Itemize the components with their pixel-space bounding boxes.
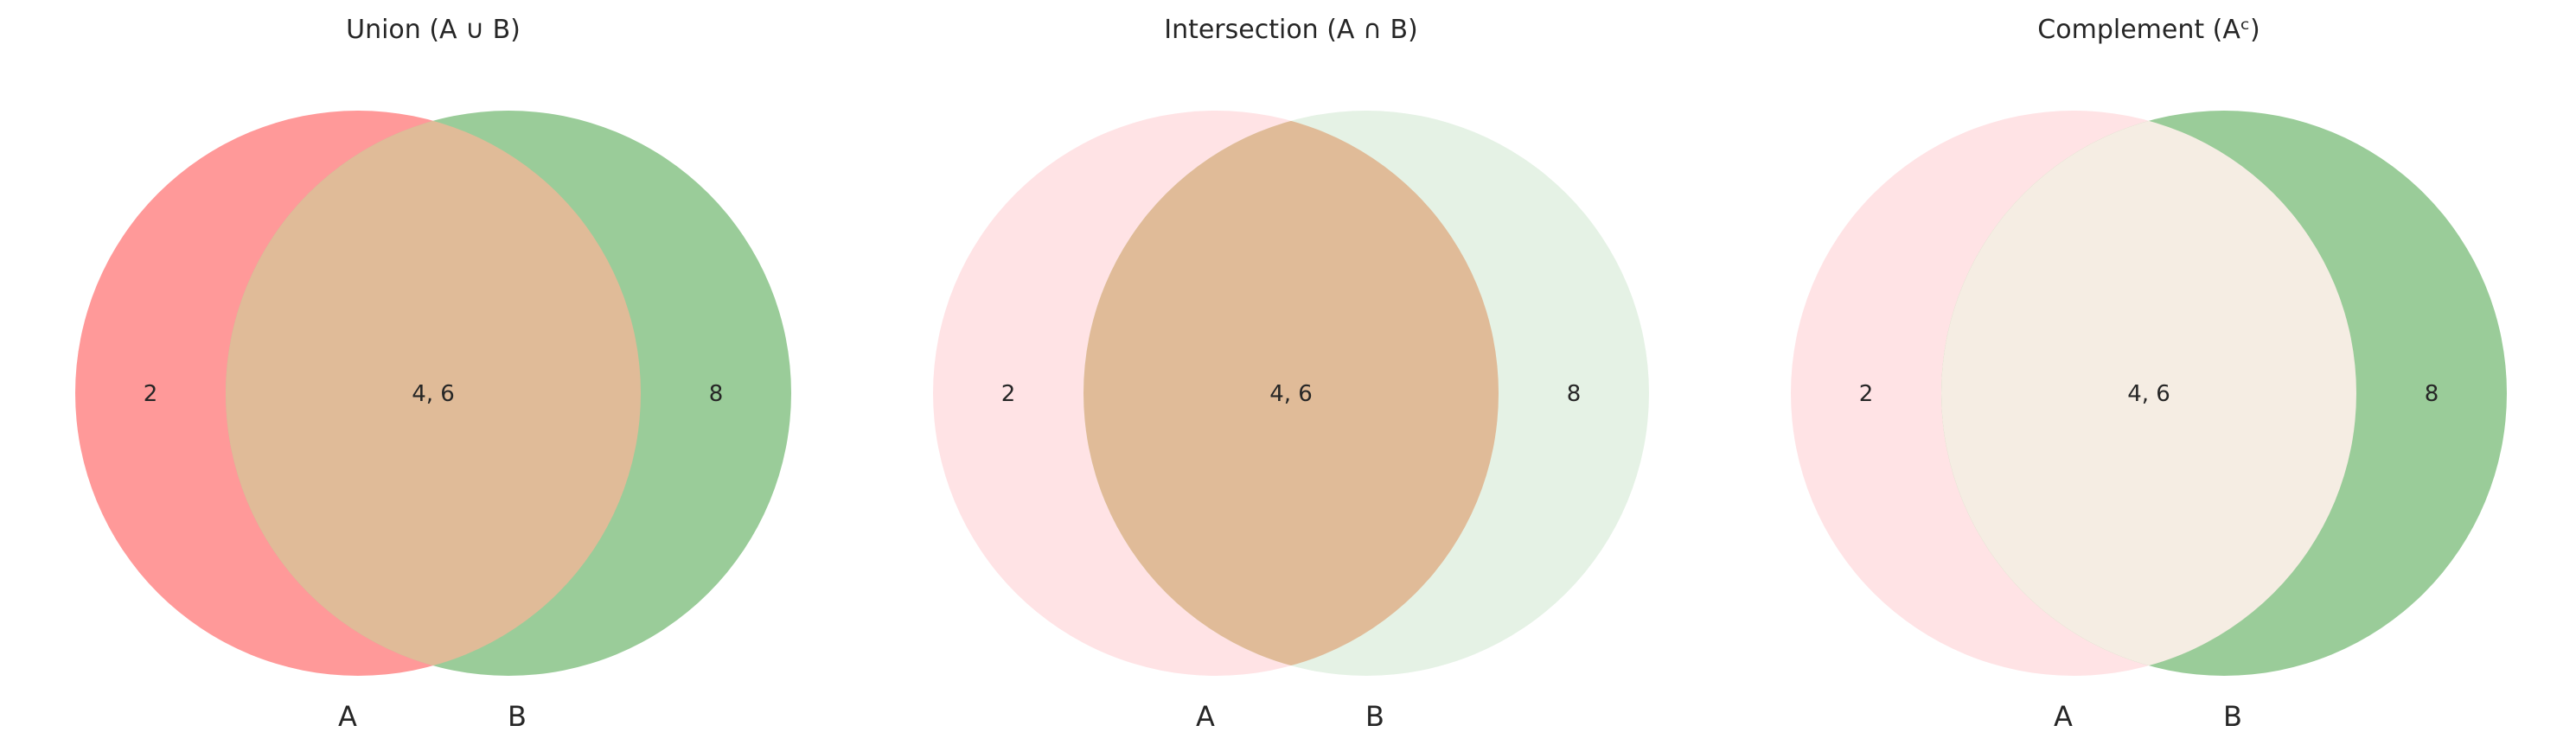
a-only-label: 2	[1001, 381, 1016, 407]
a-only-label: 2	[144, 381, 158, 407]
venn-panel-intersection: Intersection (A ∩ B) 2 4, 6 8 A B	[933, 15, 1649, 733]
intersection-label: 4, 6	[2127, 381, 2170, 407]
panel-title: Complement (Aᶜ)	[2037, 15, 2260, 45]
panel-title: Intersection (A ∩ B)	[1164, 15, 1418, 45]
venn-panel-complement: Complement (Aᶜ) 2 4, 6 8 A B	[1791, 15, 2507, 733]
intersection-region	[1083, 111, 1499, 676]
intersection-label: 4, 6	[412, 381, 455, 407]
set-b-label: B	[2223, 700, 2242, 733]
a-only-label: 2	[1859, 381, 1874, 407]
set-b-label: B	[1365, 700, 1384, 733]
intersection-label: 4, 6	[1269, 381, 1313, 407]
panel-title: Union (A ∪ B)	[346, 15, 521, 45]
set-a-label: A	[338, 700, 357, 733]
intersection-region	[1941, 111, 2356, 676]
intersection-region	[226, 111, 641, 676]
set-a-label: A	[1196, 700, 1215, 733]
b-only-label: 8	[2425, 381, 2439, 407]
set-b-label: B	[508, 700, 527, 733]
set-a-label: A	[2054, 700, 2073, 733]
venn-panel-union: Union (A ∪ B) 2 4, 6 8 A B	[75, 15, 791, 733]
b-only-label: 8	[709, 381, 724, 407]
b-only-label: 8	[1567, 381, 1582, 407]
